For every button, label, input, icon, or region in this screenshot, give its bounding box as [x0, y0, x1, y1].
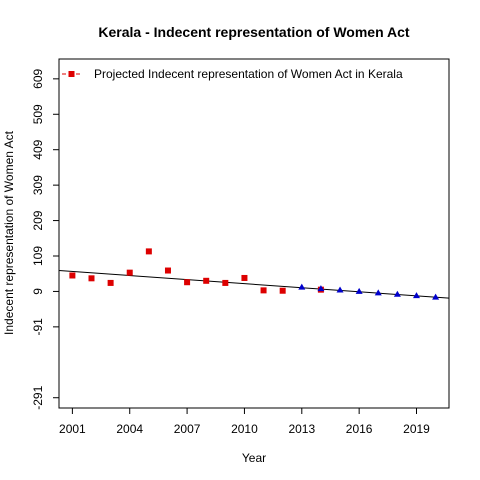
data-point-triangle [317, 285, 325, 292]
y-tick-label: 209 [31, 210, 45, 230]
y-tick-label: 9 [31, 288, 45, 295]
y-tick-label: 609 [31, 69, 45, 89]
data-point-square [260, 287, 267, 294]
data-point-triangle [298, 283, 306, 290]
data-point-square [69, 272, 76, 279]
data-point-triangle [393, 290, 401, 297]
data-point-square [203, 277, 210, 284]
data-point-square [107, 279, 114, 286]
data-point-square [241, 274, 248, 281]
y-axis-label: Indecent representation of Women Act [2, 130, 16, 335]
data-point-square [126, 269, 133, 276]
y-tick-label: 409 [31, 139, 45, 159]
x-axis-label: Year [242, 451, 266, 465]
data-point-square [88, 275, 95, 282]
data-point-triangle [355, 287, 363, 294]
data-point-triangle [374, 289, 382, 296]
y-tick-label: 309 [31, 175, 45, 195]
legend: Projected Indecent representation of Wom… [62, 67, 403, 81]
data-point-triangle [336, 286, 344, 293]
plot-frame [58, 58, 450, 409]
y-tick-label: 109 [31, 246, 45, 266]
y-axis: -291 -91 9 109 209 309 409 509 609 [31, 69, 59, 410]
x-axis: 2001 2004 2007 2010 2013 2016 2019 [59, 408, 430, 436]
x-tick-label: 2004 [116, 422, 143, 436]
trend-line [58, 270, 450, 299]
data-point-square [184, 279, 191, 286]
x-tick-label: 2013 [288, 422, 315, 436]
x-tick-label: 2016 [346, 422, 373, 436]
x-tick-label: 2001 [59, 422, 86, 436]
y-tick-label: -291 [31, 385, 45, 409]
data-point-square [145, 248, 152, 255]
legend-marker [68, 71, 75, 77]
x-tick-label: 2007 [174, 422, 201, 436]
data-point-triangle [432, 293, 440, 300]
data-point-triangle [413, 292, 420, 299]
plot-marks [58, 248, 450, 300]
y-tick-label: 509 [31, 104, 45, 124]
data-point-square [222, 279, 229, 286]
data-point-square [164, 267, 171, 274]
data-point-square [279, 287, 286, 294]
x-tick-label: 2010 [231, 422, 258, 436]
legend-label: Projected Indecent representation of Wom… [94, 67, 403, 81]
y-tick-label: -91 [31, 318, 45, 336]
x-tick-label: 2019 [403, 422, 430, 436]
chart-title: Kerala - Indecent representation of Wome… [98, 24, 410, 40]
